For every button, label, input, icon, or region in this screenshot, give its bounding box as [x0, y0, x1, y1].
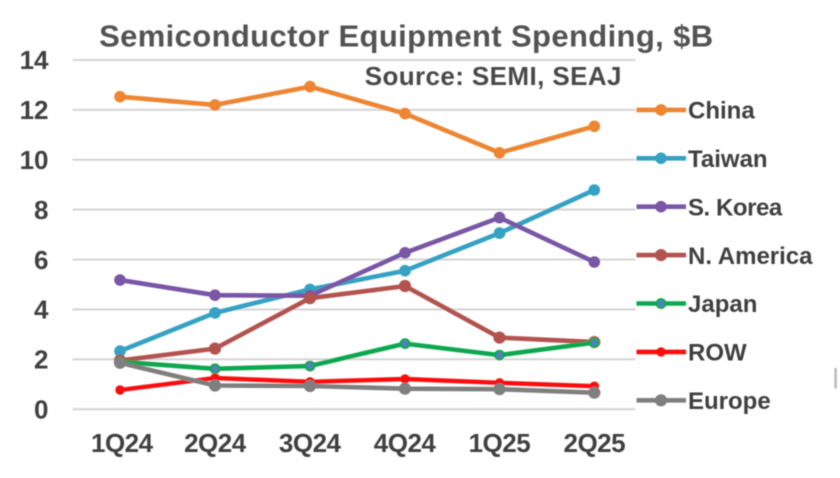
- svg-text:Semiconductor Equipment Spendi: Semiconductor Equipment Spending, $B: [99, 18, 713, 53]
- svg-text:4: 4: [34, 295, 49, 325]
- svg-text:Source: SEMI, SEAJ: Source: SEMI, SEAJ: [365, 61, 622, 91]
- svg-text:2Q24: 2Q24: [184, 428, 247, 458]
- svg-text:4Q24: 4Q24: [374, 428, 437, 458]
- svg-text:8: 8: [34, 195, 48, 225]
- svg-text:14: 14: [20, 45, 49, 75]
- svg-text:6: 6: [34, 245, 48, 275]
- svg-text:N. America: N. America: [688, 243, 813, 270]
- svg-text:2: 2: [34, 345, 48, 375]
- svg-text:S. Korea: S. Korea: [688, 194, 783, 221]
- svg-text:3Q24: 3Q24: [279, 428, 342, 458]
- svg-text:1Q25: 1Q25: [469, 428, 531, 458]
- svg-text:12: 12: [20, 95, 49, 125]
- svg-text:China: China: [688, 98, 755, 125]
- svg-text:Japan: Japan: [688, 291, 757, 318]
- svg-text:2Q25: 2Q25: [563, 428, 625, 458]
- svg-text:1Q24: 1Q24: [91, 428, 154, 458]
- svg-text:0: 0: [34, 395, 48, 425]
- svg-text:ROW: ROW: [688, 340, 747, 367]
- svg-text:Taiwan: Taiwan: [688, 146, 768, 173]
- svg-text:10: 10: [20, 145, 49, 175]
- svg-text:Europe: Europe: [688, 388, 771, 415]
